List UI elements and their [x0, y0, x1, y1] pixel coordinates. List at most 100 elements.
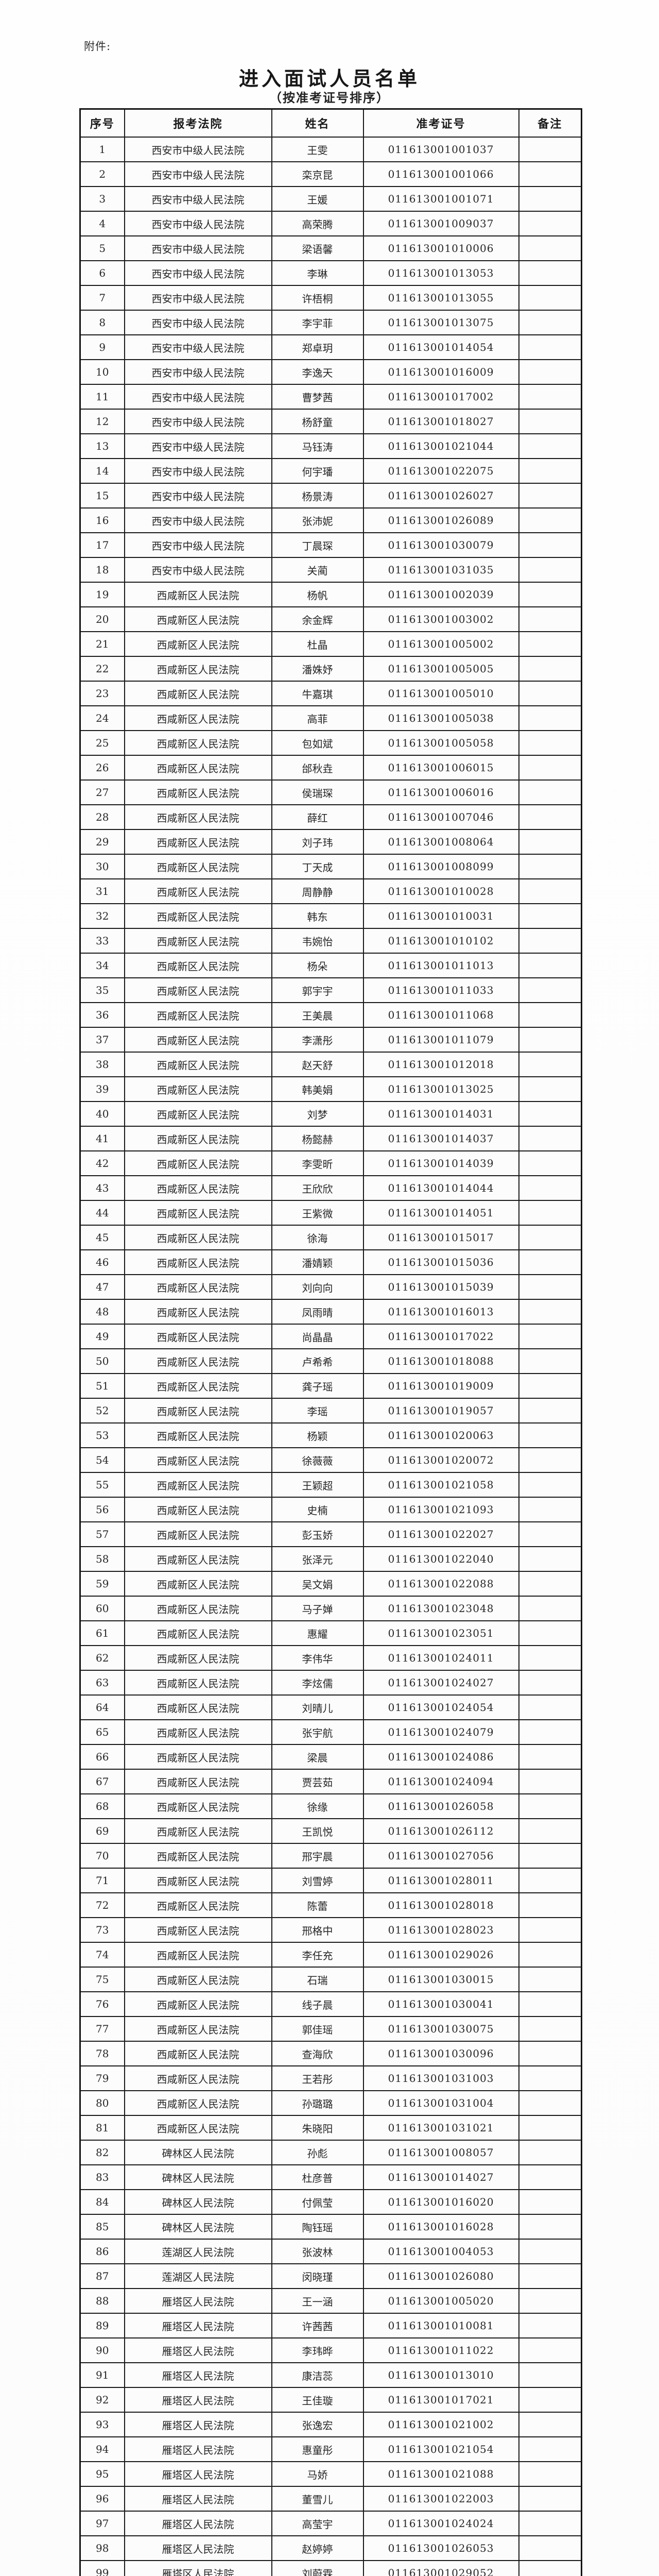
cell-seq: 68 — [79, 1793, 125, 1819]
table-row: 93 雁塔区人民法院 张逸宏 011613001021002 — [79, 2412, 582, 2437]
cell-ticket: 011613001031021 — [362, 2115, 519, 2141]
cell-court: 西咸新区人民法院 — [124, 1571, 272, 1597]
table-row: 57 西咸新区人民法院 彭玉娇 011613001022027 — [79, 1521, 582, 1547]
cell-ticket: 011613001018027 — [362, 409, 519, 434]
attachment-label: 附件: — [84, 40, 111, 53]
cell-seq: 47 — [79, 1274, 125, 1300]
cell-seq: 29 — [79, 829, 125, 855]
cell-seq: 13 — [79, 433, 125, 459]
cell-seq: 79 — [79, 2065, 125, 2091]
cell-court: 西咸新区人民法院 — [124, 2090, 272, 2116]
cell-ticket: 011613001023051 — [362, 1620, 519, 1646]
table-row: 51 西咸新区人民法院 龚子瑶 011613001019009 — [79, 1373, 582, 1399]
cell-seq: 56 — [79, 1497, 125, 1522]
table-row: 27 西咸新区人民法院 侯瑞琛 011613001006016 — [79, 779, 582, 805]
cell-ticket: 011613001014037 — [362, 1126, 519, 1151]
cell-name: 王美晨 — [271, 1002, 364, 1028]
cell-ticket: 011613001014027 — [362, 2164, 519, 2190]
cell-seq: 44 — [79, 1200, 125, 1226]
cell-seq: 34 — [79, 953, 125, 978]
cell-note — [518, 1249, 582, 1275]
table-row: 70 西咸新区人民法院 邢宇晨 011613001027056 — [79, 1843, 582, 1869]
cell-note — [518, 2313, 582, 2338]
cell-seq: 90 — [79, 2337, 125, 2363]
cell-seq: 30 — [79, 854, 125, 879]
cell-court: 西咸新区人民法院 — [124, 854, 272, 879]
cell-ticket: 011613001007046 — [362, 804, 519, 830]
table-row: 18 西安市中级人民法院 关蔺 011613001031035 — [79, 557, 582, 583]
cell-ticket: 011613001002039 — [362, 582, 519, 607]
cell-name: 薛红 — [271, 804, 364, 830]
cell-note — [518, 2560, 582, 2576]
cell-court: 西咸新区人民法院 — [124, 1793, 272, 1819]
cell-name: 王颖超 — [271, 1472, 364, 1498]
cell-note — [518, 532, 582, 558]
cell-name: 刘子玮 — [271, 829, 364, 855]
cell-ticket: 011613001019009 — [362, 1373, 519, 1399]
cell-note — [518, 804, 582, 830]
cell-court: 西安市中级人民法院 — [124, 409, 272, 434]
cell-court: 西咸新区人民法院 — [124, 1942, 272, 1968]
cell-name: 周静静 — [271, 878, 364, 904]
table-row: 45 西咸新区人民法院 徐海 011613001015017 — [79, 1225, 582, 1250]
cell-ticket: 011613001014051 — [362, 1200, 519, 1226]
table-row: 34 西咸新区人民法院 杨朵 011613001011013 — [79, 953, 582, 978]
cell-seq: 42 — [79, 1150, 125, 1176]
table-header-row: 序号 报考法院 姓名 准考证号 备注 — [79, 108, 582, 138]
cell-ticket: 011613001017021 — [362, 2387, 519, 2413]
cell-court: 西咸新区人民法院 — [124, 1769, 272, 1794]
cell-court: 西咸新区人民法院 — [124, 1150, 272, 1176]
cell-seq: 26 — [79, 755, 125, 781]
cell-note — [518, 1274, 582, 1300]
cell-note — [518, 557, 582, 583]
table-row: 65 西咸新区人民法院 张宇航 011613001024079 — [79, 1719, 582, 1745]
cell-seq: 40 — [79, 1101, 125, 1127]
cell-ticket: 011613001008064 — [362, 829, 519, 855]
cell-name: 李琳 — [271, 260, 364, 286]
cell-ticket: 011613001013053 — [362, 260, 519, 286]
cell-seq: 12 — [79, 409, 125, 434]
cell-ticket: 011613001011022 — [362, 2337, 519, 2363]
cell-ticket: 011613001016020 — [362, 2189, 519, 2215]
cell-ticket: 011613001022027 — [362, 1521, 519, 1547]
table-row: 96 雁塔区人民法院 董雪儿 011613001022003 — [79, 2486, 582, 2512]
cell-ticket: 011613001030041 — [362, 1991, 519, 2017]
cell-court: 西咸新区人民法院 — [124, 1497, 272, 1522]
table-row: 30 西咸新区人民法院 丁天成 011613001008099 — [79, 854, 582, 879]
cell-court: 西安市中级人民法院 — [124, 433, 272, 459]
cell-court: 西咸新区人民法院 — [124, 681, 272, 706]
cell-seq: 81 — [79, 2115, 125, 2141]
table-row: 81 西咸新区人民法院 朱晓阳 011613001031021 — [79, 2115, 582, 2141]
table-row: 94 雁塔区人民法院 惠童彤 011613001021054 — [79, 2436, 582, 2462]
cell-seq: 58 — [79, 1546, 125, 1572]
cell-note — [518, 483, 582, 509]
cell-name: 王雯 — [271, 137, 364, 162]
cell-seq: 93 — [79, 2412, 125, 2437]
cell-seq: 84 — [79, 2189, 125, 2215]
cell-name: 李逸天 — [271, 359, 364, 385]
cell-ticket: 011613001015036 — [362, 1249, 519, 1275]
cell-court: 西安市中级人民法院 — [124, 137, 272, 162]
cell-name: 尚晶晶 — [271, 1324, 364, 1349]
table-row: 35 西咸新区人民法院 郭宇宇 011613001011033 — [79, 977, 582, 1003]
cell-seq: 99 — [79, 2560, 125, 2576]
cell-court: 西咸新区人民法院 — [124, 1373, 272, 1399]
cell-seq: 71 — [79, 1868, 125, 1893]
cell-ticket: 011613001017022 — [362, 1324, 519, 1349]
cell-ticket: 011613001003002 — [362, 606, 519, 632]
cell-ticket: 011613001010006 — [362, 235, 519, 261]
cell-seq: 5 — [79, 235, 125, 261]
cell-name: 郑卓玥 — [271, 334, 364, 360]
cell-note — [518, 1719, 582, 1745]
cell-name: 李玮晔 — [271, 2337, 364, 2363]
cell-note — [518, 1052, 582, 1077]
cell-note — [518, 1571, 582, 1597]
cell-note — [518, 656, 582, 682]
cell-name: 刘晴儿 — [271, 1694, 364, 1720]
cell-ticket: 011613001030015 — [362, 1967, 519, 1992]
cell-court: 西咸新区人民法院 — [124, 1052, 272, 1077]
cell-note — [518, 2164, 582, 2190]
cell-name: 徐薇薇 — [271, 1447, 364, 1473]
cell-court: 西咸新区人民法院 — [124, 1101, 272, 1127]
cell-court: 西咸新区人民法院 — [124, 1917, 272, 1943]
